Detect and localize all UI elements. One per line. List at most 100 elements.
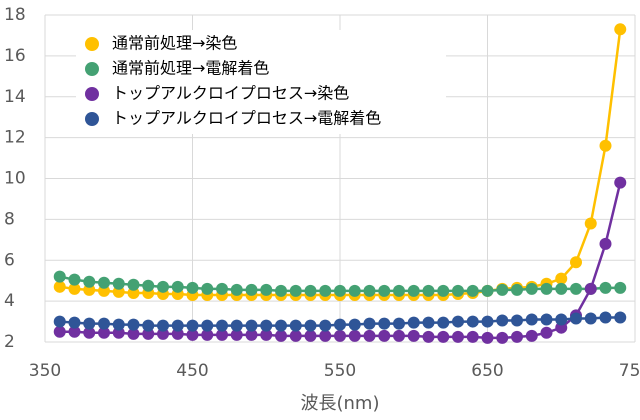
y-tick-label: 12 (4, 128, 26, 148)
data-point (540, 313, 553, 326)
data-point (334, 329, 346, 342)
data-point (230, 319, 243, 332)
data-point (555, 313, 568, 326)
legend-marker (85, 87, 99, 101)
data-point (171, 280, 184, 293)
y-tick-label: 6 (4, 250, 15, 270)
data-point (319, 329, 332, 342)
data-point (525, 329, 538, 342)
data-point (260, 283, 273, 296)
data-point (584, 217, 597, 230)
data-point (68, 325, 81, 338)
data-point (496, 314, 509, 327)
data-point (98, 317, 110, 330)
data-point (289, 329, 302, 342)
data-point (511, 314, 523, 327)
x-axis-label: 波長(nm) (301, 393, 380, 414)
x-tick-label: 550 (324, 361, 356, 381)
data-point (245, 319, 258, 332)
data-point (112, 277, 125, 290)
y-tick-label: 16 (4, 46, 26, 66)
data-point (304, 284, 317, 297)
x-tick-label: 650 (471, 361, 503, 381)
data-point (245, 283, 258, 296)
data-point (201, 328, 214, 341)
data-point (112, 318, 125, 331)
data-point (599, 281, 612, 294)
y-tick-label: 10 (4, 169, 26, 189)
data-point (157, 319, 169, 332)
data-point (186, 328, 199, 341)
data-point (157, 280, 169, 293)
data-point (216, 319, 228, 332)
data-point (304, 329, 317, 342)
legend-label: 通常前処理→染色 (112, 34, 237, 53)
data-point (186, 319, 199, 332)
data-point (584, 312, 597, 325)
data-point (555, 282, 568, 295)
data-point (481, 331, 494, 344)
data-point (127, 278, 140, 291)
data-point (437, 284, 450, 297)
data-point (363, 284, 376, 297)
data-point (216, 328, 228, 341)
data-point (525, 282, 538, 295)
data-point (142, 319, 155, 332)
data-point (422, 316, 435, 329)
x-tick-label: 750 (619, 361, 640, 381)
data-point (319, 319, 332, 332)
data-point (407, 316, 420, 329)
data-point (437, 330, 450, 343)
data-point (348, 318, 361, 331)
data-point (127, 327, 140, 340)
data-point (393, 284, 405, 297)
data-point (98, 276, 110, 289)
data-point (334, 318, 346, 331)
data-point (83, 275, 96, 288)
data-point (466, 330, 479, 343)
data-point (570, 256, 582, 269)
data-point (142, 279, 155, 292)
data-point (540, 282, 553, 295)
data-point (289, 284, 302, 297)
data-point (407, 284, 420, 297)
data-point (171, 319, 184, 332)
data-point (555, 272, 568, 285)
data-point (334, 284, 346, 297)
y-tick-label: 8 (4, 209, 15, 229)
data-point (599, 237, 612, 250)
legend-box (76, 30, 446, 134)
data-point (53, 270, 66, 283)
data-point (245, 328, 258, 341)
y-tick-label: 2 (4, 332, 15, 352)
data-point (393, 317, 405, 330)
x-tick-label: 450 (176, 361, 208, 381)
y-tick-label: 4 (4, 291, 15, 311)
data-point (466, 315, 479, 328)
legend-marker (85, 37, 99, 51)
data-point (614, 281, 627, 294)
legend-label: 通常前処理→電解着色 (112, 59, 269, 78)
y-tick-label: 14 (4, 87, 26, 107)
data-point (230, 328, 243, 341)
data-point (614, 311, 627, 324)
data-point (511, 330, 523, 343)
data-point (53, 325, 66, 338)
data-point (378, 284, 391, 297)
data-point (68, 316, 81, 329)
data-point (68, 282, 81, 295)
data-point (496, 283, 509, 296)
data-point (437, 316, 450, 329)
data-point (201, 319, 214, 332)
data-point (53, 315, 66, 328)
data-point (407, 329, 420, 342)
data-point (452, 330, 464, 343)
legend-label: トップアルクロイプロセス→染色 (112, 84, 349, 103)
data-point (275, 319, 287, 332)
data-point (599, 139, 612, 152)
data-point (186, 281, 199, 294)
data-point (83, 317, 96, 330)
data-point (348, 284, 361, 297)
